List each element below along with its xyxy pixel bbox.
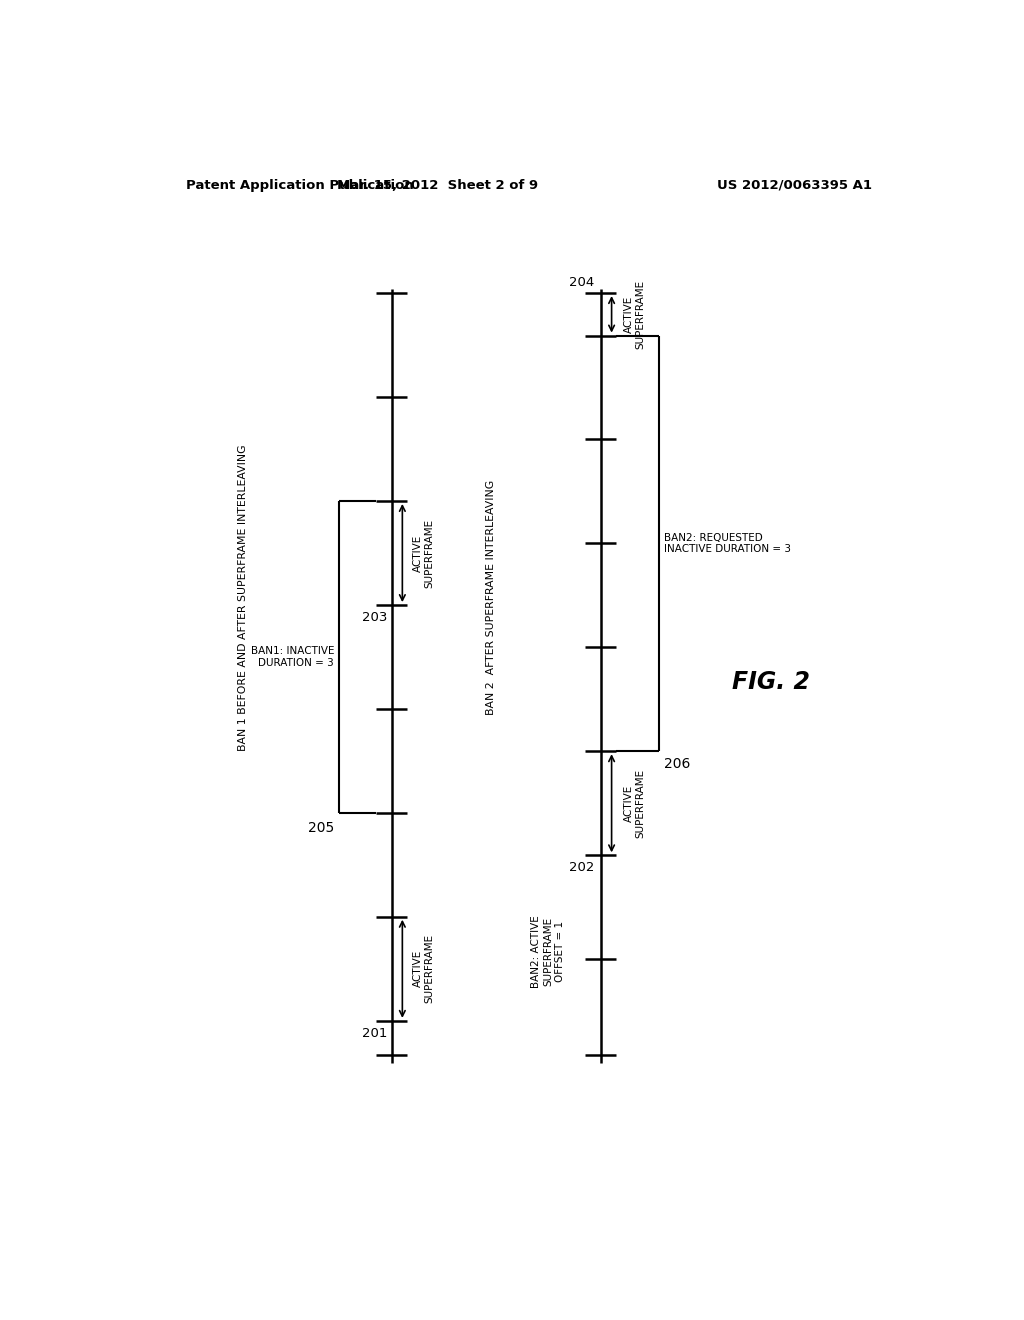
Text: BAN 1 BEFORE AND AFTER SUPERFRAME INTERLEAVING: BAN 1 BEFORE AND AFTER SUPERFRAME INTERL… [238, 444, 248, 751]
Text: 205: 205 [308, 821, 334, 834]
Text: 201: 201 [362, 1027, 388, 1040]
Text: Patent Application Publication: Patent Application Publication [186, 178, 414, 191]
Text: 206: 206 [664, 758, 690, 771]
Text: ACTIVE
SUPERFRAME: ACTIVE SUPERFRAME [624, 280, 646, 348]
Text: 203: 203 [362, 611, 388, 624]
Text: BAN2: REQUESTED
INACTIVE DURATION = 3: BAN2: REQUESTED INACTIVE DURATION = 3 [664, 532, 791, 554]
Text: FIG. 2: FIG. 2 [732, 671, 810, 694]
Text: 204: 204 [569, 276, 595, 289]
Text: US 2012/0063395 A1: US 2012/0063395 A1 [717, 178, 872, 191]
Text: ACTIVE
SUPERFRAME: ACTIVE SUPERFRAME [414, 519, 435, 587]
Text: BAN1: INACTIVE
DURATION = 3: BAN1: INACTIVE DURATION = 3 [251, 647, 334, 668]
Text: BAN 2  AFTER SUPERFRAME INTERLEAVING: BAN 2 AFTER SUPERFRAME INTERLEAVING [485, 479, 496, 715]
Text: 202: 202 [569, 862, 595, 874]
Text: ACTIVE
SUPERFRAME: ACTIVE SUPERFRAME [414, 935, 435, 1003]
Text: Mar. 15, 2012  Sheet 2 of 9: Mar. 15, 2012 Sheet 2 of 9 [338, 178, 539, 191]
Text: BAN2: ACTIVE
SUPERFRAME
OFFSET = 1: BAN2: ACTIVE SUPERFRAME OFFSET = 1 [531, 915, 564, 987]
Text: ACTIVE
SUPERFRAME: ACTIVE SUPERFRAME [624, 768, 646, 838]
